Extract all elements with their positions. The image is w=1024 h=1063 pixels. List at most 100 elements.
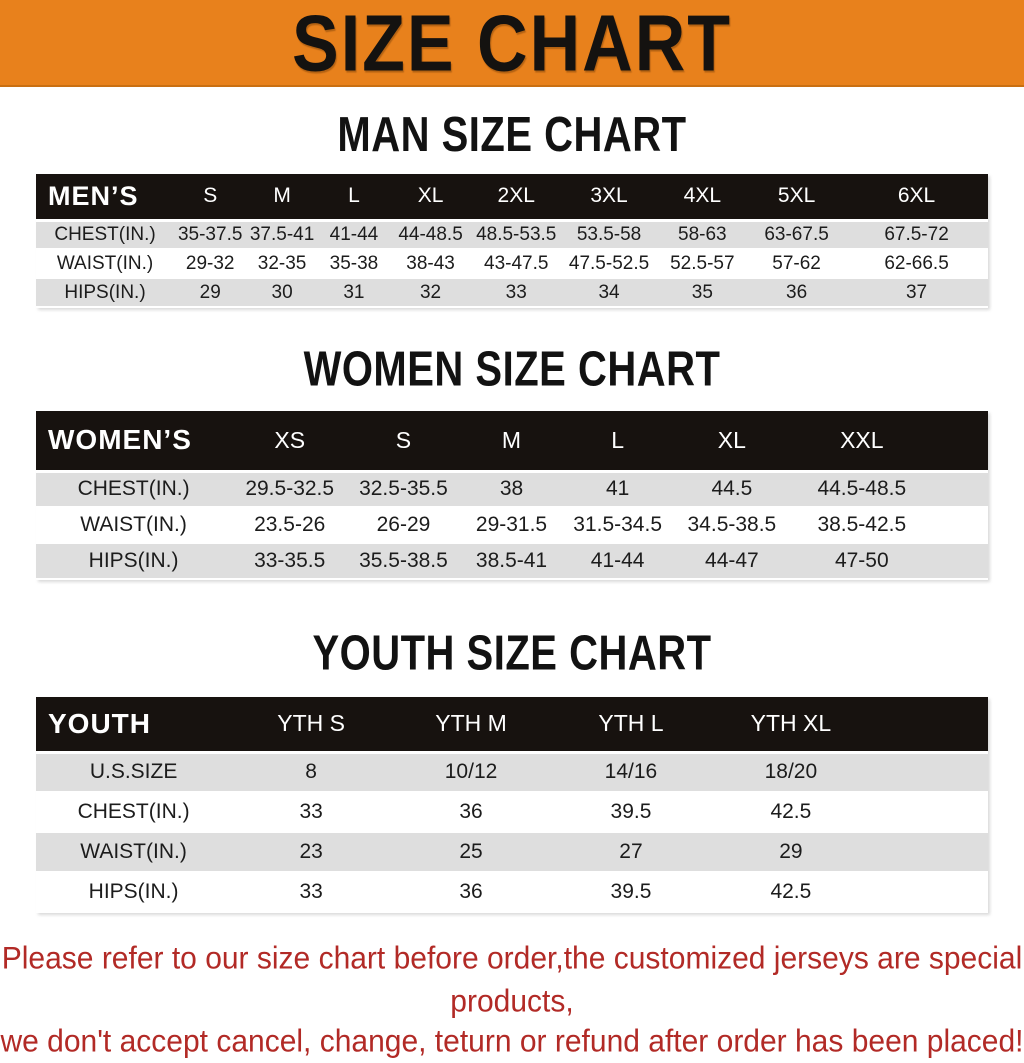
filler-cell bbox=[871, 792, 988, 832]
row-label: WAIST(IN.) bbox=[56, 252, 154, 274]
mens-hips-row: HIPS(IN.) 29 30 31 32 33 34 35 36 37 bbox=[36, 278, 988, 307]
cell: 27 bbox=[619, 840, 643, 863]
mens-col-header-2xl: 2XL bbox=[497, 184, 535, 208]
cell: 62-66.5 bbox=[884, 252, 949, 274]
cell: 23.5-26 bbox=[254, 513, 326, 536]
womens-chest-row: CHEST(IN.) 29.5-32.5 32.5-35.5 38 41 44.… bbox=[36, 471, 988, 507]
women-section-heading: WOMEN SIZE CHART bbox=[303, 343, 721, 397]
womens-corner-label: WOMEN’S bbox=[48, 424, 192, 456]
footer-note: Please refer to our size chart before or… bbox=[0, 939, 1024, 1062]
row-label: CHEST(IN.) bbox=[54, 223, 156, 245]
filler-cell bbox=[871, 697, 988, 752]
cell: 32.5-35.5 bbox=[359, 477, 448, 501]
youth-hips-row: HIPS(IN.) 33 36 39.5 42.5 bbox=[36, 872, 988, 912]
cell: 26-29 bbox=[376, 513, 431, 536]
cell: 42.5 bbox=[770, 880, 812, 903]
mens-col-header-3xl: 3XL bbox=[590, 184, 628, 208]
row-label: CHEST(IN.) bbox=[77, 800, 190, 823]
page-title: SIZE CHART bbox=[292, 0, 732, 87]
youth-size-table: YOUTH YTH S YTH M YTH L YTH XL U.S.SIZE … bbox=[36, 697, 988, 913]
mens-waist-row: WAIST(IN.) 29-32 32-35 35-38 38-43 43-47… bbox=[36, 249, 988, 278]
cell: 34.5-38.5 bbox=[687, 513, 777, 536]
cell: 52.5-57 bbox=[670, 252, 735, 274]
cell: 48.5-53.5 bbox=[476, 223, 557, 245]
cell: 29-32 bbox=[185, 252, 235, 274]
cell: 41 bbox=[605, 477, 630, 501]
youth-col-header-xl: YTH XL bbox=[750, 710, 832, 737]
cell: 35-38 bbox=[329, 252, 379, 274]
cell: 41-44 bbox=[329, 223, 379, 245]
cell: 53.5-58 bbox=[576, 223, 642, 245]
cell: 35 bbox=[691, 281, 713, 303]
mens-corner-label: MEN’S bbox=[48, 180, 139, 211]
cell: 32 bbox=[419, 281, 442, 303]
cell: 36 bbox=[459, 880, 483, 903]
cell: 36 bbox=[786, 281, 808, 303]
womens-col-header-xs: XS bbox=[274, 426, 306, 453]
cell: 41-44 bbox=[590, 549, 645, 572]
cell: 33-35.5 bbox=[254, 549, 326, 572]
row-label: HIPS(IN.) bbox=[64, 281, 146, 303]
filler-cell bbox=[931, 411, 988, 471]
cell: 32-35 bbox=[257, 252, 307, 274]
womens-hips-row: HIPS(IN.) 33-35.5 35.5-38.5 38.5-41 41-4… bbox=[36, 543, 988, 579]
womens-col-header-m: M bbox=[501, 426, 522, 453]
row-label: CHEST(IN.) bbox=[77, 477, 190, 501]
youth-chest-row: CHEST(IN.) 33 36 39.5 42.5 bbox=[36, 792, 988, 832]
cell: 30 bbox=[271, 281, 293, 303]
size-chart-banner: SIZE CHART bbox=[0, 0, 1024, 87]
cell: 38-43 bbox=[406, 252, 455, 274]
mens-header-row: MEN’S S M L XL 2XL 3XL 4XL 5XL 6XL bbox=[36, 174, 988, 220]
cell: 29 bbox=[199, 281, 221, 303]
filler-cell bbox=[931, 543, 988, 579]
youth-header-row: YOUTH YTH S YTH M YTH L YTH XL bbox=[36, 697, 988, 752]
cell: 18/20 bbox=[764, 760, 818, 784]
youth-col-header-l: YTH L bbox=[598, 710, 664, 737]
row-label: WAIST(IN.) bbox=[80, 513, 187, 536]
man-section-heading: MAN SIZE CHART bbox=[337, 108, 687, 162]
cell: 35-37.5 bbox=[177, 223, 243, 245]
row-label: U.S.SIZE bbox=[89, 760, 178, 784]
womens-waist-row: WAIST(IN.) 23.5-26 26-29 29-31.5 31.5-34… bbox=[36, 507, 988, 543]
filler-cell bbox=[871, 872, 988, 912]
filler-cell bbox=[931, 471, 988, 507]
youth-waist-row: WAIST(IN.) 23 25 27 29 bbox=[36, 832, 988, 872]
cell: 39.5 bbox=[610, 800, 652, 823]
cell: 44-47 bbox=[705, 549, 759, 572]
cell: 37 bbox=[905, 281, 928, 303]
youth-ussize-row: U.S.SIZE 8 10/12 14/16 18/20 bbox=[36, 752, 988, 792]
man-size-section: MAN SIZE CHART MEN’S S M L XL 2XL 3XL 4X… bbox=[0, 108, 1024, 308]
cell: 37.5-41 bbox=[249, 223, 315, 245]
mens-col-header-m: M bbox=[273, 184, 291, 208]
filler-cell bbox=[871, 832, 988, 872]
row-label: HIPS(IN.) bbox=[88, 880, 179, 903]
youth-corner-label: YOUTH bbox=[48, 707, 151, 739]
mens-col-header-l: L bbox=[348, 184, 360, 208]
mens-chest-row: CHEST(IN.) 35-37.5 37.5-41 41-44 44-48.5… bbox=[36, 220, 988, 249]
cell: 33 bbox=[505, 281, 527, 303]
womens-col-header-s: S bbox=[395, 426, 412, 453]
cell: 23 bbox=[299, 840, 323, 863]
cell: 63-67.5 bbox=[764, 223, 829, 245]
cell: 57-62 bbox=[772, 252, 821, 274]
cell: 67.5-72 bbox=[884, 223, 949, 245]
youth-col-header-m: YTH M bbox=[435, 710, 507, 737]
mens-size-table: MEN’S S M L XL 2XL 3XL 4XL 5XL 6XL CHEST… bbox=[36, 174, 988, 308]
cell: 31 bbox=[343, 281, 365, 303]
cell: 25 bbox=[459, 840, 483, 863]
cell: 39.5 bbox=[610, 880, 652, 903]
cell: 58-63 bbox=[678, 223, 727, 245]
cell: 38 bbox=[499, 477, 524, 501]
row-label: HIPS(IN.) bbox=[88, 549, 179, 572]
cell: 29 bbox=[779, 840, 803, 863]
cell: 36 bbox=[459, 800, 483, 823]
note-line-1: Please refer to our size chart before or… bbox=[1, 941, 1023, 1019]
cell: 44-48.5 bbox=[398, 223, 463, 245]
filler-cell bbox=[931, 507, 988, 543]
cell: 34 bbox=[598, 281, 620, 303]
cell: 38.5-41 bbox=[475, 549, 548, 572]
womens-col-header-xl: XL bbox=[717, 426, 746, 453]
cell: 8 bbox=[305, 760, 317, 784]
cell: 42.5 bbox=[770, 800, 812, 823]
women-size-section: WOMEN SIZE CHART WOMEN’S XS S M L XL XXL… bbox=[0, 343, 1024, 580]
